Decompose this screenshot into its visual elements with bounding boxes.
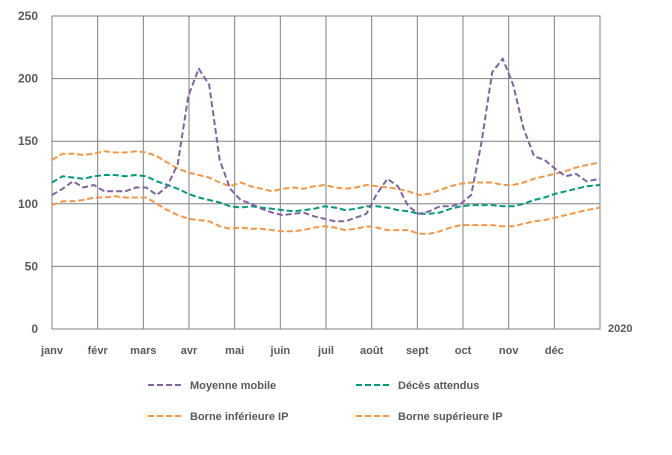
plot-area <box>51 57 601 235</box>
x-tick-label: mai <box>225 345 244 357</box>
x-tick-label: févr <box>88 345 109 357</box>
y-tick-label: 0 <box>31 322 38 336</box>
year-label: 2020 <box>608 323 632 335</box>
y-tick-label: 250 <box>18 9 38 23</box>
legend-label: Moyenne mobile <box>190 380 276 392</box>
x-tick-label: janv <box>40 345 64 357</box>
x-tick-label: sept <box>406 345 429 357</box>
x-tick-label: mars <box>130 345 156 357</box>
plot-border <box>51 15 601 330</box>
x-tick-label: avr <box>181 345 198 357</box>
y-tick-label: 200 <box>18 72 38 86</box>
legend-label: Décès attendus <box>398 380 479 392</box>
x-tick-label: déc <box>545 345 564 357</box>
series-line-1 <box>51 174 601 215</box>
legend-label: Borne inférieure IP <box>190 411 288 423</box>
x-tick-label: nov <box>499 345 519 357</box>
series-line-0 <box>51 57 601 223</box>
x-tick-label: oct <box>455 345 472 357</box>
series-line-2 <box>51 195 601 235</box>
legend: Moyenne mobile Décès attendus Borne inféri… <box>148 380 503 423</box>
x-tick-label: juin <box>270 345 291 357</box>
x-tick-label: août <box>360 345 384 357</box>
y-tick-label: 50 <box>25 259 39 273</box>
axes: 0 50 100 150 200 250 janv févr mars avr mai juin jui… <box>18 9 633 357</box>
x-tick-label: juil <box>317 345 334 357</box>
legend-label: Borne supérieure IP <box>398 411 503 423</box>
y-tick-label: 100 <box>18 197 38 211</box>
y-tick-label: 150 <box>18 134 38 148</box>
grid <box>51 15 601 330</box>
series-line-3 <box>51 150 601 196</box>
